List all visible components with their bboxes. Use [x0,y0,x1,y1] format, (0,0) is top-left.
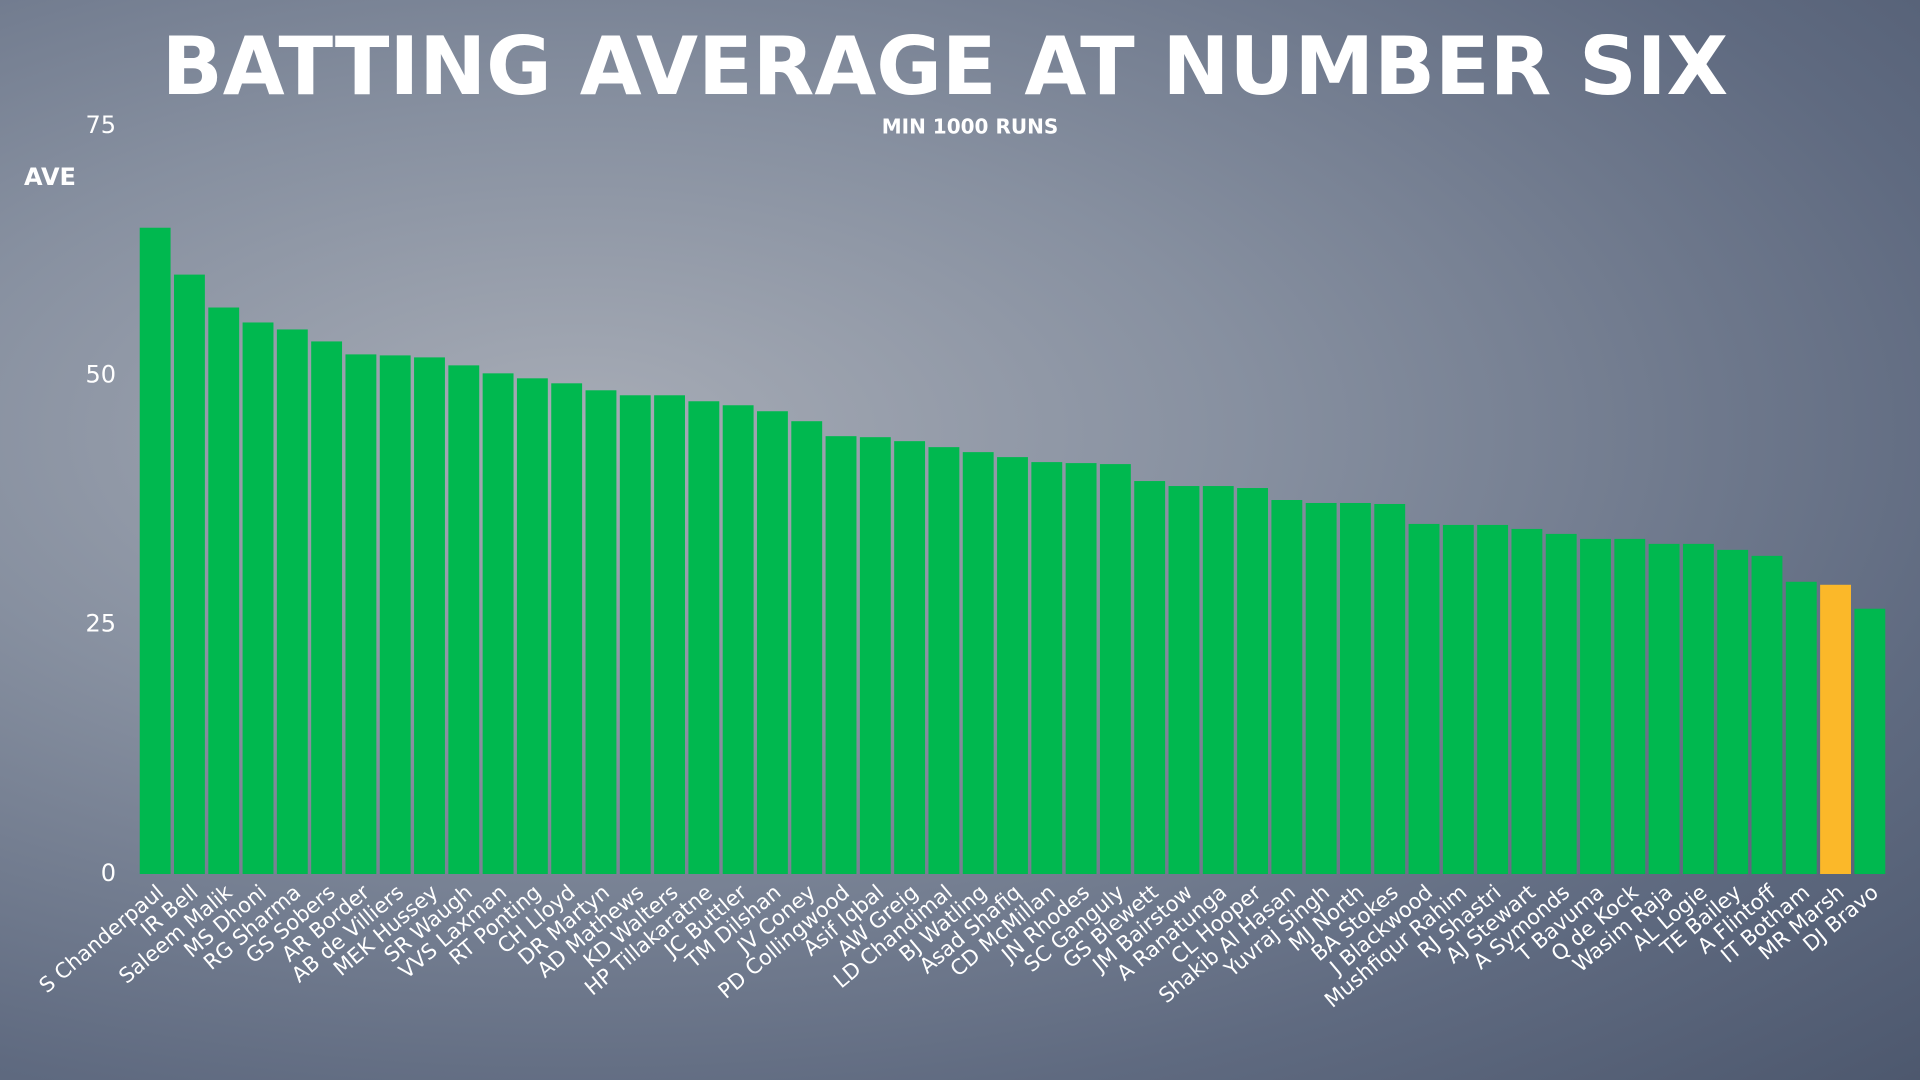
bar [894,441,926,874]
bar [1648,543,1680,874]
bar [551,383,583,874]
bar [1511,528,1543,874]
chart-title: BATTING AVERAGE AT NUMBER SIX [162,20,1728,113]
bar [654,395,685,874]
chart-subtitle: MIN 1000 RUNS [882,115,1058,139]
y-axis-label: AVE [24,163,76,191]
bar [1785,581,1817,874]
bar [379,355,411,874]
bar [859,437,891,874]
bar [276,329,308,874]
bar [1545,533,1577,874]
bar [722,405,754,874]
bar [962,452,994,874]
bar [1408,523,1440,874]
bar [791,421,823,874]
bar [208,307,240,875]
y-tick-label: 0 [101,859,116,887]
bar [997,457,1028,874]
bar [1820,584,1851,874]
bar [1854,608,1886,874]
bar [1271,500,1303,874]
y-tick-label: 75 [85,111,116,139]
x-tick-label: S Chanderpaul [35,880,169,998]
bar [619,395,651,874]
bar [1580,538,1611,874]
y-tick-label: 50 [85,360,116,388]
y-tick-label: 25 [85,610,116,638]
bar [448,365,480,874]
bar [825,436,857,874]
bar [757,411,788,874]
bar [482,373,514,874]
bar [1682,543,1714,874]
bar [1099,464,1131,874]
bar [1065,463,1097,874]
bar [345,354,377,874]
bar [1751,555,1783,874]
bar [1717,549,1749,874]
bar [1134,481,1166,874]
bar [311,341,343,874]
bar [1237,488,1268,874]
bar [516,378,548,874]
bar [139,227,171,874]
bar [585,390,617,874]
bar [1202,486,1234,874]
bar [242,322,274,874]
bar [928,447,960,874]
bar [1477,524,1509,874]
bar [1442,524,1474,874]
bar [1031,462,1063,874]
bar [1340,502,1371,874]
bar [174,274,205,874]
bar [1614,538,1646,874]
bar [414,357,445,874]
bar [688,401,720,874]
bar [1305,502,1337,874]
bar [1168,486,1200,874]
bar [1374,503,1406,874]
